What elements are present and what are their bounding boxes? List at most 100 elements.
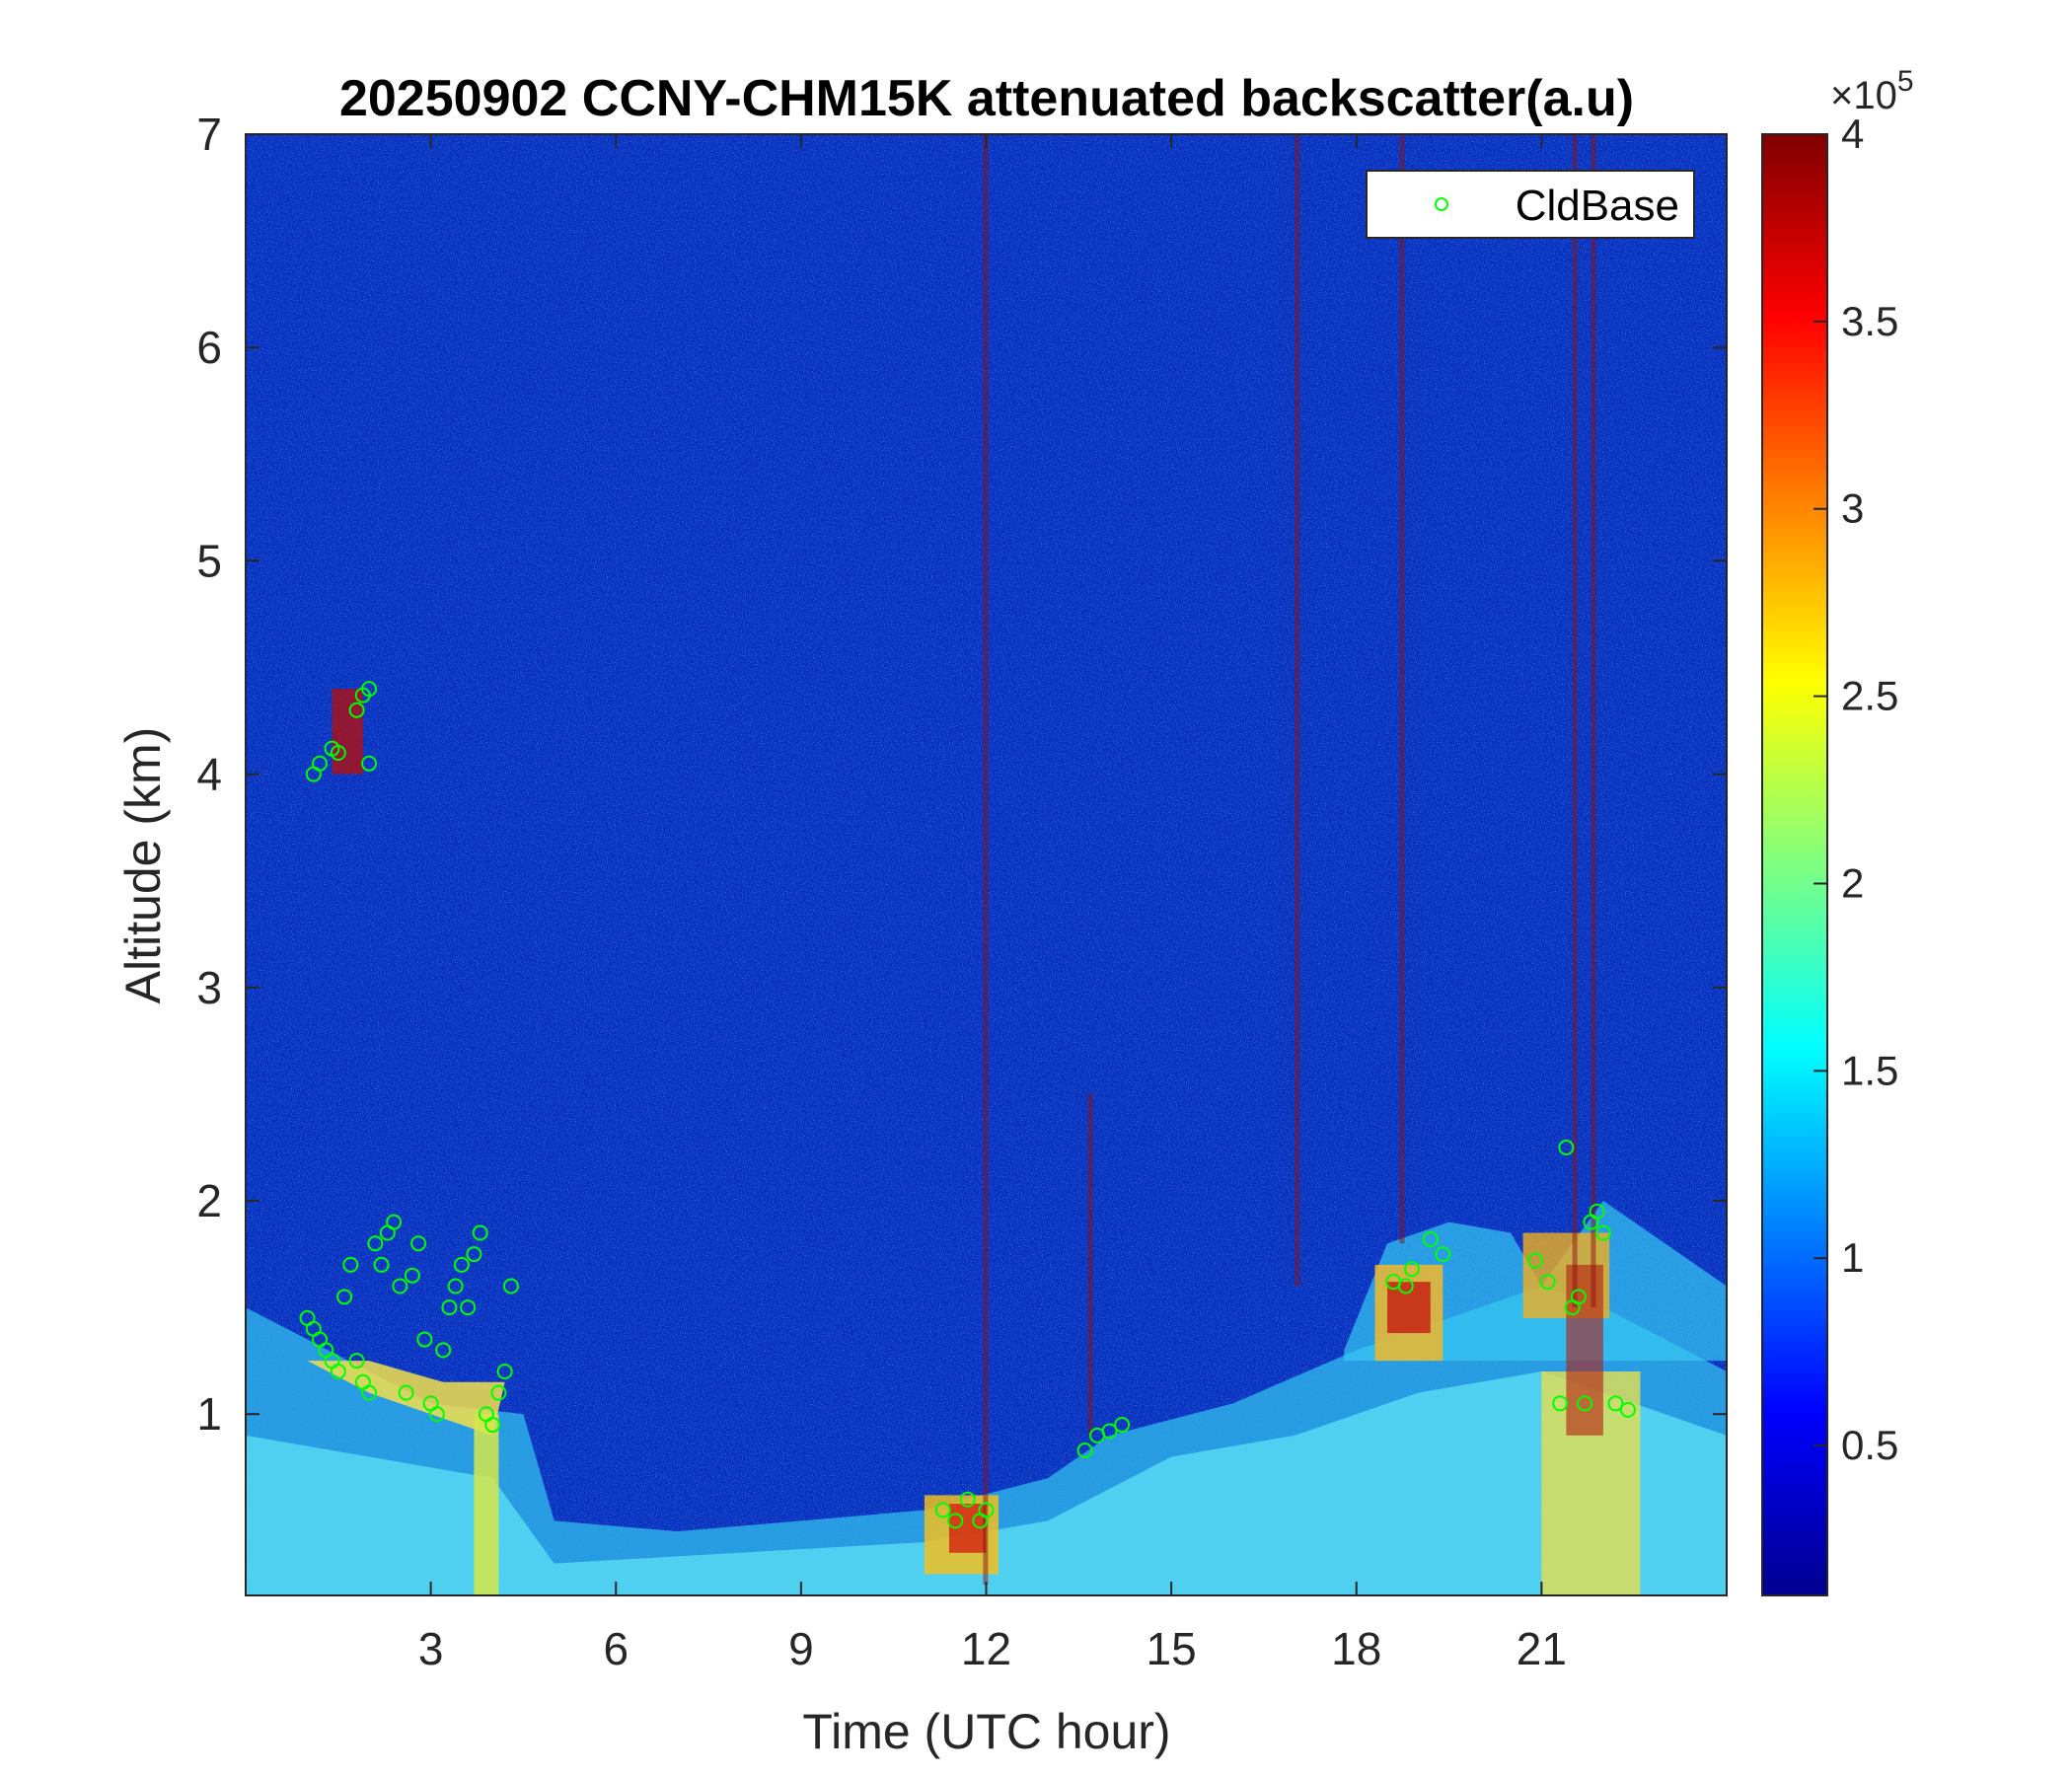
legend-box	[1366, 170, 1695, 239]
cldbase-point	[373, 1256, 390, 1273]
cldbase-point	[342, 1256, 359, 1273]
cldbase-point	[1589, 1203, 1605, 1220]
cldbase-point	[361, 1384, 378, 1401]
cldbase-point	[330, 744, 346, 761]
colorbar-tick-label: 2.5	[1841, 673, 1898, 719]
y-axis-label: Altitude (km)	[115, 727, 171, 1004]
cldbase-point	[1577, 1395, 1593, 1412]
colorbar-multiplier: ×10	[1830, 74, 1897, 117]
cldbase-point	[330, 1363, 346, 1379]
y-tick-label: 1	[196, 1388, 222, 1440]
vertical-streak	[1591, 134, 1596, 1308]
cldbase-point	[1527, 1252, 1544, 1269]
cldbase-point	[416, 1331, 433, 1348]
cldbase-point	[1607, 1395, 1624, 1412]
cldbase-point	[934, 1502, 951, 1518]
cldbase-point	[1619, 1401, 1636, 1418]
cldbase-point	[1397, 1278, 1414, 1295]
cldbase-point	[978, 1502, 995, 1518]
cldbase-point	[1570, 1289, 1587, 1305]
colorbar-exponent: 5	[1897, 65, 1914, 98]
vertical-streak	[1295, 134, 1300, 1287]
x-axis: 3 6 9 12 15 18 21	[418, 134, 1567, 1674]
cldbase-point	[367, 1235, 384, 1252]
colorbar-tick-label: 3.5	[1841, 298, 1898, 344]
legend-label-cldbase: CldBase	[1516, 182, 1679, 230]
cldbase-point	[361, 755, 378, 772]
cldbase-point	[502, 1278, 519, 1295]
x-tick-label: 18	[1331, 1623, 1381, 1674]
colorbar-exponent-label: ×105	[1830, 65, 1914, 117]
legend: CldBase	[1366, 170, 1695, 239]
x-tick-label: 9	[788, 1623, 814, 1674]
colorbar-tick-label: 3	[1841, 485, 1864, 532]
x-tick-label: 12	[961, 1623, 1011, 1674]
cldbase-point	[1422, 1230, 1439, 1247]
x-tick-label: 15	[1147, 1623, 1197, 1674]
cldbase-point	[1101, 1423, 1118, 1440]
legend-marker-icon	[1435, 197, 1448, 211]
cldbase-point	[404, 1267, 420, 1284]
cldbase-point	[398, 1384, 414, 1401]
colorbar-tick-label: 2	[1841, 859, 1864, 906]
cldbase-point	[453, 1256, 470, 1273]
y-tick-label: 5	[196, 535, 222, 586]
cldbase-point	[410, 1235, 427, 1252]
precip-streak-yellow	[474, 1414, 499, 1595]
cldbase-point	[1594, 1224, 1611, 1241]
cldbase-point	[472, 1224, 488, 1241]
cldbase-point	[435, 1342, 452, 1359]
vertical-streak	[1572, 134, 1578, 1308]
cldbase-point	[496, 1363, 513, 1379]
cldbase-point	[336, 1289, 353, 1305]
cloud-red-3	[1387, 1282, 1431, 1334]
x-tick-label: 6	[603, 1623, 629, 1674]
cldbase-point	[1539, 1274, 1556, 1291]
y-tick-label: 4	[196, 749, 222, 800]
cldbase-point	[428, 1406, 445, 1423]
cldbase-point	[348, 702, 365, 718]
heatmap-features	[246, 134, 1727, 1595]
cldbase-point	[1435, 1246, 1451, 1263]
cloud-red-high	[332, 689, 363, 775]
colorbar-tick-label: 0.5	[1841, 1422, 1898, 1468]
cldbase-point	[386, 1214, 403, 1230]
y-axis: 1 2 3 4 5 6 7	[196, 109, 1727, 1440]
cldbase-point	[959, 1491, 976, 1508]
cldbase-point	[441, 1299, 458, 1316]
vertical-streak	[1087, 1093, 1093, 1436]
x-tick-label: 21	[1517, 1623, 1567, 1674]
cldbase-point	[361, 681, 378, 698]
cldbase-point	[484, 1417, 501, 1434]
x-axis-label: Time (UTC hour)	[802, 1704, 1170, 1759]
cldbase-point	[1404, 1261, 1421, 1278]
x-tick-label: 3	[418, 1623, 444, 1674]
cldbase-point	[447, 1278, 464, 1295]
cldbase-point	[312, 755, 329, 772]
cldbase-point	[1114, 1417, 1131, 1434]
colorbar-tick-label: 1.5	[1841, 1047, 1898, 1093]
chart-title: 20250902 CCNY-CHM15K attenuated backscat…	[339, 70, 1634, 127]
cldbase-point	[466, 1246, 482, 1263]
cldbase-point	[1076, 1442, 1093, 1458]
cldbase-markers	[299, 681, 1636, 1529]
cldbase-point	[392, 1278, 408, 1295]
colorbar-tick-label: 4	[1841, 111, 1864, 157]
y-tick-label: 6	[196, 322, 222, 373]
y-tick-label: 7	[196, 109, 222, 160]
y-tick-label: 3	[196, 962, 222, 1013]
cldbase-point	[490, 1384, 507, 1401]
colorbar: 0.5 1 1.5 2 2.5 3 3.5 4 ×105	[1761, 65, 1914, 1596]
y-tick-label: 2	[196, 1175, 222, 1226]
cldbase-point	[1558, 1139, 1575, 1155]
colorbar-tick-label: 1	[1841, 1234, 1864, 1281]
vertical-streak	[1399, 134, 1405, 1244]
colorbar-ticks: 0.5 1 1.5 2 2.5 3 3.5 4	[1813, 111, 1898, 1468]
vertical-streak	[983, 134, 989, 1586]
cldbase-point	[460, 1299, 477, 1316]
plot-area	[246, 134, 1727, 1595]
cldbase-point	[947, 1513, 964, 1529]
cldbase-point	[348, 1353, 365, 1369]
cldbase-point	[1552, 1395, 1569, 1412]
